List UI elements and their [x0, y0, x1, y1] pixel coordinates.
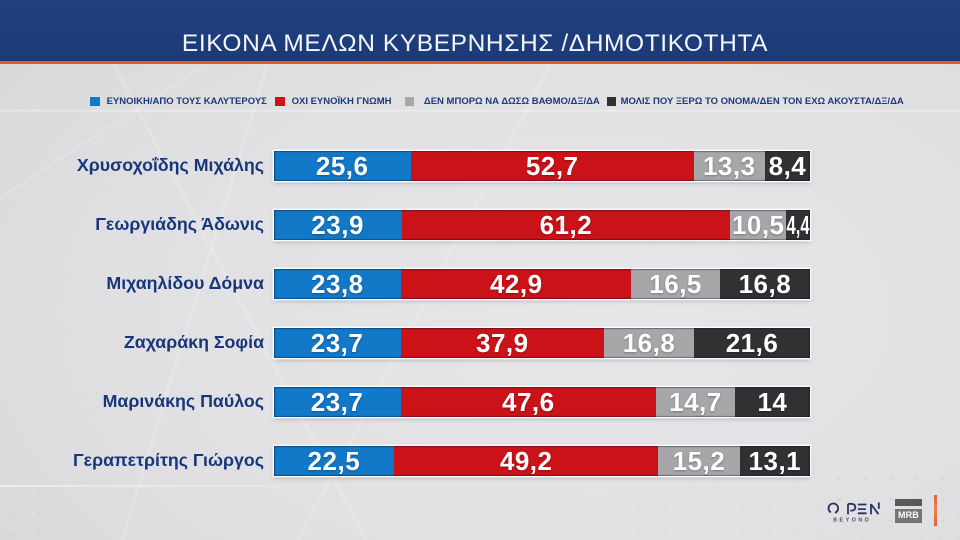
svg-text:BEYOND: BEYOND: [833, 517, 871, 523]
